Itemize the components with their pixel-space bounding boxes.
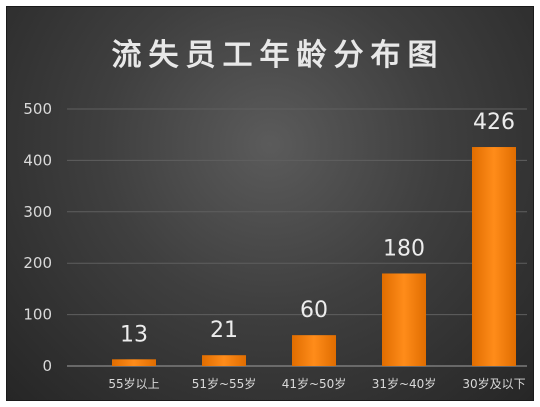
y-tick-label: 0 xyxy=(42,357,52,375)
data-label: 21 xyxy=(210,318,238,343)
y-tick-label: 500 xyxy=(23,100,52,118)
y-tick-label: 100 xyxy=(23,306,52,324)
bar xyxy=(112,359,156,366)
y-tick-label: 300 xyxy=(23,203,52,221)
data-labels: 13 21 60 180 426 xyxy=(120,110,515,347)
y-tick-label: 200 xyxy=(23,254,52,272)
bars xyxy=(112,147,516,366)
x-category-label: 30岁及以下 xyxy=(462,376,525,391)
bar xyxy=(382,273,426,366)
x-category-label: 51岁~55岁 xyxy=(192,376,257,391)
x-axis-categories: 55岁以上 51岁~55岁 41岁~50岁 31岁~40岁 30岁及以下 xyxy=(108,376,525,391)
x-category-label: 41岁~50岁 xyxy=(282,376,347,391)
data-label: 180 xyxy=(383,236,425,261)
chart-area: 流失员工年龄分布图 0 100 200 300 400 500 13 21 60 180 426 … xyxy=(6,6,534,401)
y-tick-label: 400 xyxy=(23,151,52,169)
x-category-label: 55岁以上 xyxy=(108,376,159,391)
bar xyxy=(472,147,516,366)
bar xyxy=(202,355,246,366)
data-label: 60 xyxy=(300,298,328,323)
gridlines xyxy=(67,108,527,367)
y-axis-ticks: 0 100 200 300 400 500 xyxy=(23,100,52,375)
x-category-label: 31岁~40岁 xyxy=(372,376,437,391)
bar xyxy=(292,335,336,366)
data-label: 13 xyxy=(120,322,148,347)
chart-title: 流失员工年龄分布图 xyxy=(112,38,445,73)
data-label: 426 xyxy=(473,110,515,135)
